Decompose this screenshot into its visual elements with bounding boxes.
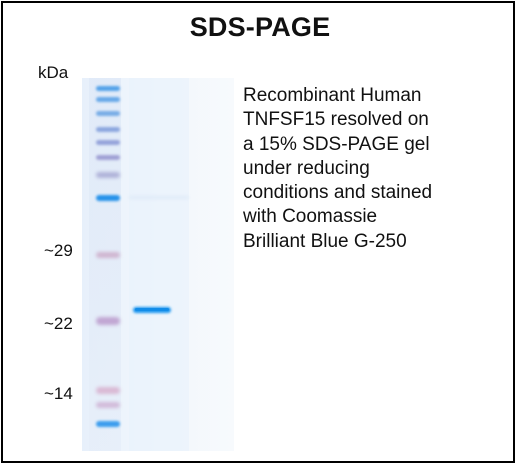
sample-lane	[129, 78, 189, 451]
ladder-band	[96, 155, 120, 160]
sample-band-core	[135, 308, 169, 311]
figure-title: SDS-PAGE	[189, 12, 331, 42]
ladder-band	[96, 387, 120, 394]
ladder-band	[96, 172, 120, 178]
ladder-band	[96, 127, 120, 132]
figure-frame	[1, 1, 515, 463]
ladder-lane	[89, 78, 121, 451]
ladder-band	[96, 252, 120, 258]
ladder-band	[96, 97, 120, 102]
ladder-band	[96, 140, 120, 145]
protein-ladder	[96, 86, 120, 427]
ladder-band	[96, 402, 120, 408]
figure-description: Recombinant Human TNFSF15 resolved on a …	[243, 85, 433, 252]
ladder-band	[96, 86, 120, 91]
ladder-band	[96, 111, 120, 116]
ladder-band	[96, 317, 120, 325]
marker-label-29: ~29	[44, 241, 73, 260]
marker-label-22: ~22	[44, 314, 73, 333]
ladder-band	[96, 421, 120, 427]
gel-svg	[82, 78, 234, 451]
unit-label: kDa	[38, 63, 69, 82]
sample-lane-faint-band	[129, 196, 189, 199]
gel-image	[82, 78, 234, 451]
ladder-band	[96, 195, 120, 201]
marker-label-14: ~14	[44, 384, 73, 403]
